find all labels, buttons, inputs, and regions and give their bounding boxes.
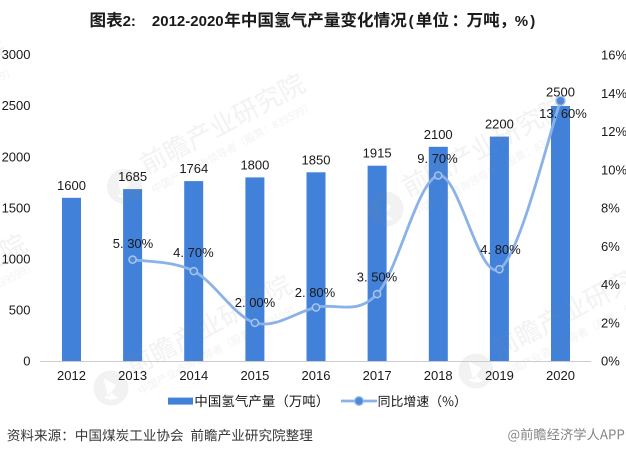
- svg-text:1685: 1685: [118, 169, 147, 184]
- svg-text:2000: 2000: [2, 149, 31, 164]
- svg-text:2100: 2100: [424, 127, 453, 142]
- svg-text:(: (: [409, 13, 414, 30]
- svg-text:1915: 1915: [363, 146, 392, 161]
- svg-text:2. 00%: 2. 00%: [235, 295, 276, 310]
- svg-text:2013: 2013: [118, 368, 147, 383]
- svg-text:1764: 1764: [179, 161, 208, 176]
- svg-text:%: %: [515, 13, 528, 30]
- svg-text:1800: 1800: [240, 157, 269, 172]
- svg-text:1000: 1000: [2, 252, 31, 267]
- svg-text:3000: 3000: [2, 47, 31, 62]
- svg-text:2500: 2500: [2, 98, 31, 113]
- svg-text:2200: 2200: [485, 117, 514, 132]
- svg-text:1500: 1500: [2, 200, 31, 215]
- svg-text:8%: 8%: [601, 201, 620, 216]
- svg-text:2015: 2015: [240, 368, 269, 383]
- svg-text:1600: 1600: [57, 178, 86, 193]
- svg-text:5. 30%: 5. 30%: [113, 236, 154, 251]
- svg-text:500: 500: [9, 303, 31, 318]
- svg-text:2012: 2012: [57, 368, 86, 383]
- svg-text:16%: 16%: [601, 48, 626, 63]
- svg-text:2016: 2016: [302, 368, 331, 383]
- svg-text:2020: 2020: [546, 368, 575, 383]
- svg-text:2017: 2017: [363, 368, 392, 383]
- svg-text:12%: 12%: [601, 124, 626, 139]
- svg-text:9. 70%: 9. 70%: [417, 151, 458, 166]
- svg-text:2%: 2%: [601, 315, 620, 330]
- svg-text:2018: 2018: [424, 368, 453, 383]
- svg-text:13. 60%: 13. 60%: [539, 106, 587, 121]
- svg-text:4. 70%: 4. 70%: [173, 245, 214, 260]
- svg-text:2. 80%: 2. 80%: [295, 285, 336, 300]
- svg-text:2014: 2014: [179, 368, 208, 383]
- svg-text:): ): [530, 13, 535, 30]
- svg-text:2500: 2500: [546, 85, 575, 100]
- svg-text:10%: 10%: [601, 162, 626, 177]
- svg-text:6%: 6%: [601, 239, 620, 254]
- svg-text:4. 80%: 4. 80%: [480, 242, 521, 257]
- svg-text:14%: 14%: [601, 86, 626, 101]
- svg-text:2012-2020: 2012-2020: [152, 13, 224, 30]
- svg-text:2:: 2:: [123, 13, 136, 30]
- svg-text:4%: 4%: [601, 277, 620, 292]
- svg-text:3. 50%: 3. 50%: [357, 270, 398, 285]
- svg-text:2019: 2019: [485, 368, 514, 383]
- svg-text:0%: 0%: [601, 354, 620, 369]
- svg-text:0: 0: [23, 354, 30, 369]
- svg-text:1850: 1850: [302, 152, 331, 167]
